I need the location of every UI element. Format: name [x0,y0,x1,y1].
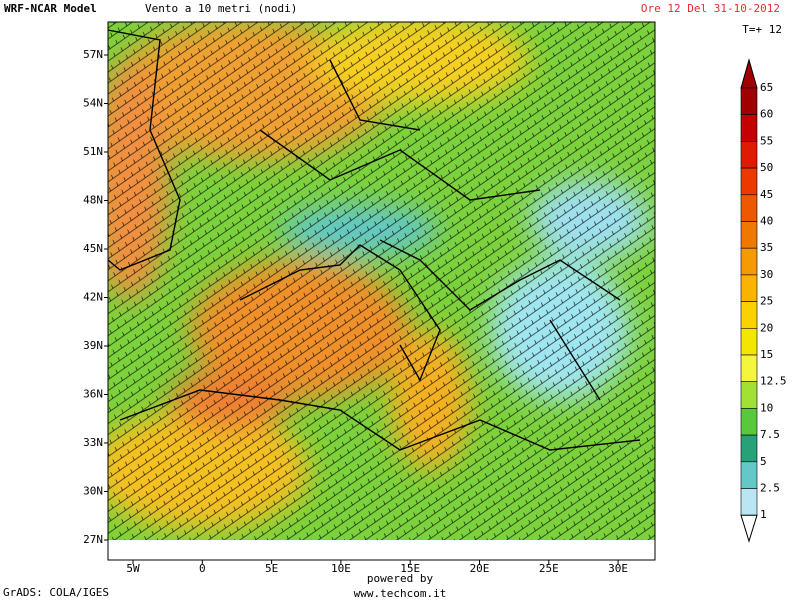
powered-by: powered by [367,572,434,585]
colorbar-swatch [740,167,758,196]
lat-label: 42N [83,291,103,304]
run-time: Ore 12 Del 31-10-2012 [641,2,780,15]
colorbar-swatch [740,461,758,489]
colorbar-swatch [740,141,758,169]
colorbar-swatch [740,194,758,222]
lat-label: 57N [83,48,103,61]
colorbar-swatch [740,274,758,302]
colorbar-swatch [740,221,758,249]
lat-label: 30N [83,485,103,498]
colorbar-label: 20 [760,321,773,334]
colorbar-top [740,58,758,89]
lon-label: 10E [331,562,351,575]
colorbar-label: 25 [760,295,773,308]
lon-label: 5W [126,562,140,575]
colorbar-swatch [740,434,758,463]
lat-label: 36N [83,388,103,401]
wind-field [108,22,655,560]
lon-label: 25E [539,562,559,575]
lat-label: 33N [83,436,103,449]
colorbar-label: 60 [760,108,773,121]
colorbar-swatch [740,301,758,329]
colorbar-swatch [740,87,758,116]
colorbar: 65 60 55 50 45 40 35 30 25 20 15 12.5 10 7.5 5 2.5 1 [740,58,787,543]
colorbar-label: 15 [760,348,773,361]
lat-axis: 57N 54N 51N 48N 45N 42N 39N 36N 33N 30N 27N [83,48,108,546]
colorbar-label: 35 [760,241,773,254]
model-name: WRF-NCAR Model [4,2,97,15]
plot-frame [107,21,656,561]
lon-label: 20E [470,562,490,575]
colorbar-swatch [740,114,758,142]
colorbar-swatch [740,488,758,516]
lon-label: 30E [608,562,628,575]
colorbar-label: 12.5 [760,375,787,388]
lat-label: 48N [83,194,103,207]
lon-label: 0 [199,562,206,575]
lat-label: 27N [83,533,103,546]
colorbar-label: 10 [760,401,773,414]
lon-label: 5E [265,562,278,575]
colorbar-swatch [740,354,758,383]
colorbar-bottom [740,514,758,543]
lat-label: 54N [83,97,103,110]
colorbar-label: 5 [760,455,767,468]
colorbar-label: 7.5 [760,428,780,441]
colorbar-label: 55 [760,134,773,147]
lon-axis: 5W 0 5E 10E 15E 20E 25E 30E [126,560,628,575]
grads-credit: GrADS: COLA/IGES [3,586,109,599]
lat-label: 39N [83,339,103,352]
colorbar-label: 30 [760,268,773,281]
colorbar-label: 65 [760,81,773,94]
colorbar-label: 50 [760,161,773,174]
map-title: Vento a 10 metri (nodi) [145,2,297,15]
colorbar-swatch [740,327,758,356]
colorbar-swatch [740,408,758,436]
site-url: www.techcom.it [354,587,447,600]
lon-label: 15E [400,562,420,575]
colorbar-label: 40 [760,215,773,228]
lat-label: 51N [83,145,103,158]
colorbar-label: 45 [760,188,773,201]
lat-label: 45N [83,242,103,255]
colorbar-swatch [740,381,758,409]
colorbar-swatch [740,247,758,276]
colorbar-label: 1 [760,508,767,521]
colorbar-label: 2.5 [760,482,780,495]
forecast-step: T=+ 12 [742,23,782,36]
